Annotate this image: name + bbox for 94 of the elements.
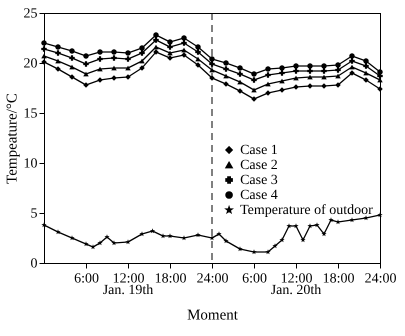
- point: [195, 56, 201, 62]
- point: [41, 40, 47, 46]
- point: [349, 64, 355, 70]
- y-tick-label: 0: [30, 256, 38, 272]
- point: [181, 48, 187, 52]
- point: [335, 74, 341, 78]
- point: [111, 49, 117, 55]
- point: [237, 80, 243, 84]
- legend-label: Case 1: [240, 143, 278, 158]
- x-tick-label: 18:00: [322, 272, 354, 286]
- point: [321, 83, 327, 89]
- point: [139, 65, 145, 71]
- point: [111, 66, 117, 70]
- y-tick-label: 5: [30, 206, 38, 222]
- point: [55, 66, 61, 72]
- point: [97, 77, 103, 83]
- point: [83, 72, 89, 76]
- point: [265, 90, 271, 96]
- legend-label: Case 3: [240, 173, 278, 188]
- point: [363, 58, 369, 64]
- point: [265, 66, 271, 72]
- point: [307, 63, 313, 69]
- legend-label: Case 4: [240, 188, 278, 203]
- point: [55, 58, 61, 64]
- point: [111, 75, 117, 81]
- point: [181, 52, 187, 58]
- text: Jan. 19th: [102, 283, 154, 298]
- point: [125, 66, 131, 70]
- point: [335, 62, 341, 68]
- point: [69, 48, 75, 54]
- y-tick-label: 10: [24, 156, 38, 172]
- point: [223, 74, 229, 78]
- legend-label: Temperature of outdoor: [240, 203, 374, 218]
- point: [69, 74, 75, 80]
- point: [377, 86, 383, 92]
- point: [153, 32, 159, 38]
- point: [41, 222, 47, 228]
- point: [237, 65, 243, 71]
- point: [377, 69, 383, 75]
- x-axis-title: Moment: [187, 308, 239, 324]
- y-tick-label: 20: [24, 56, 38, 72]
- point: [125, 74, 131, 80]
- point: [251, 88, 257, 92]
- point: [363, 77, 369, 83]
- point: [363, 70, 369, 76]
- point: [195, 44, 201, 50]
- point: [167, 50, 173, 56]
- x-tick-label: 24:00: [196, 272, 228, 286]
- point: [279, 78, 285, 84]
- point: [293, 76, 299, 80]
- point: [55, 44, 61, 50]
- point: [195, 62, 201, 68]
- point: [209, 56, 215, 62]
- y-axis-title: Tempeature/°C: [4, 93, 20, 184]
- point: [209, 68, 215, 72]
- y-tick-label: 15: [24, 106, 38, 122]
- y-tick-label: 25: [24, 6, 38, 22]
- point: [237, 88, 243, 94]
- point: [321, 74, 327, 80]
- point: [181, 35, 187, 41]
- point: [83, 53, 89, 59]
- point: [69, 64, 75, 70]
- point: [153, 49, 159, 55]
- point: [307, 83, 313, 89]
- point: [279, 87, 285, 93]
- x-tick-label: 6:00: [242, 272, 267, 286]
- point: [125, 50, 131, 56]
- legend-label: Case 2: [240, 158, 278, 173]
- point: [293, 63, 299, 69]
- point: [335, 82, 341, 88]
- point: [139, 58, 145, 64]
- x-tick-label: 18:00: [154, 272, 186, 286]
- point: [279, 65, 285, 71]
- point: [97, 49, 103, 55]
- point: [307, 74, 313, 80]
- point: [139, 45, 145, 51]
- point: [265, 82, 271, 86]
- point: [153, 44, 159, 50]
- point: [349, 53, 355, 59]
- point: [167, 39, 173, 45]
- point: [349, 70, 355, 76]
- point: [41, 54, 47, 58]
- x-tick-label: 24:00: [364, 272, 396, 286]
- text: Jan. 20th: [270, 283, 322, 298]
- point: [167, 55, 173, 61]
- point: [251, 96, 257, 102]
- point: [293, 84, 299, 90]
- point: [83, 82, 89, 88]
- point: [97, 66, 103, 72]
- x-tick-label: 6:00: [74, 272, 99, 286]
- point: [223, 81, 229, 87]
- point: [223, 60, 229, 66]
- point: [321, 63, 327, 69]
- point: [251, 71, 257, 77]
